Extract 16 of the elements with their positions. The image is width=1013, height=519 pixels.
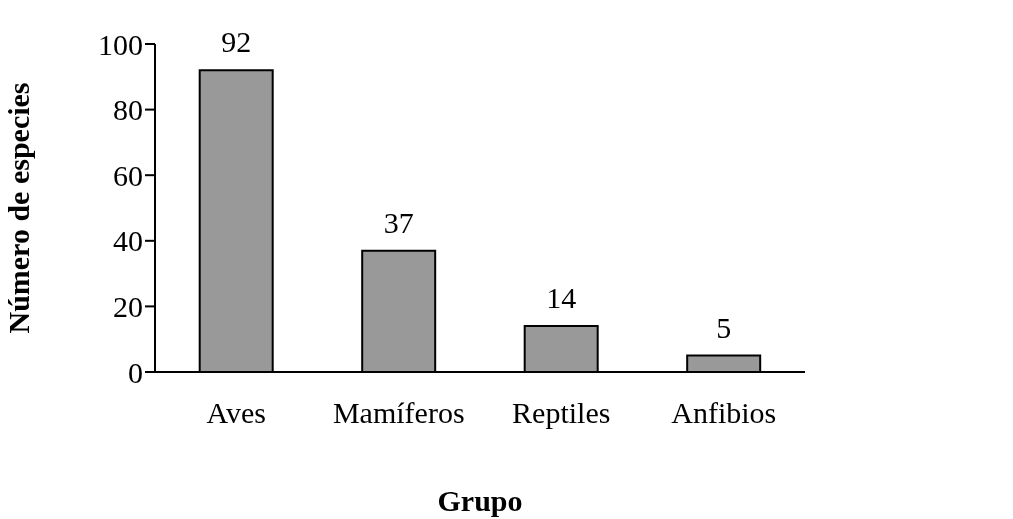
x-tick-label: Anfibios [671,396,777,430]
y-tick-label: 40 [113,224,143,258]
y-tick-label: 100 [98,27,143,61]
y-tick-label: 80 [113,93,143,127]
y-tick-label: 0 [128,355,143,389]
x-axis-title: Grupo [437,484,523,517]
x-tick-label: Mamíferos [332,396,465,430]
y-tick-label: 60 [113,158,143,192]
x-tick-label: Reptiles [512,396,611,430]
x-tick-label: Aves [206,396,266,430]
data-label: 92 [221,25,252,59]
data-label: 5 [716,310,732,344]
data-label: 37 [383,205,414,239]
y-axis-title: Número de especies [1,82,35,334]
data-label: 14 [546,281,577,315]
y-tick-label: 20 [113,290,143,324]
